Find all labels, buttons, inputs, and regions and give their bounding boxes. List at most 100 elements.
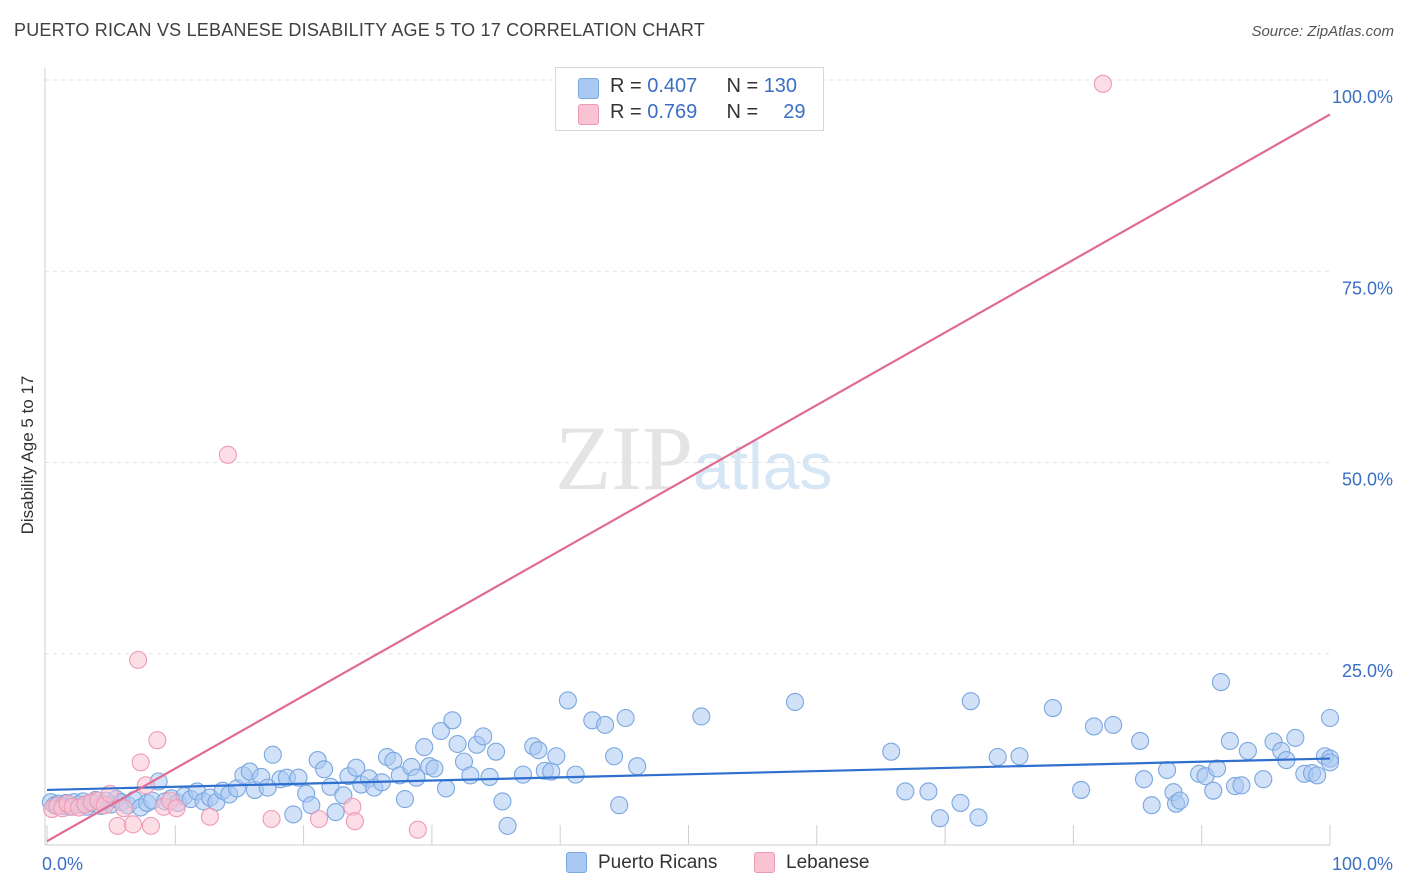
puerto-rican-point <box>961 692 980 711</box>
puerto-rican-point <box>425 759 444 778</box>
puerto-rican-point <box>610 796 629 815</box>
puerto-rican-point <box>1131 731 1150 751</box>
puerto-rican-point <box>486 742 506 761</box>
chart-title: PUERTO RICAN VS LEBANESE DISABILITY AGE … <box>14 20 705 40</box>
puerto-rican-point <box>431 721 450 741</box>
r-value: 0.769 <box>647 101 698 123</box>
stats-legend: R = 0.407 N = 130 R = 0.769 N = 29 <box>555 67 824 131</box>
lebanese-point <box>108 816 127 835</box>
lebanese-point <box>200 807 219 826</box>
tick-labels: 25.0% 50.0% 75.0% 100.0% 0.0% 100.0% <box>42 87 1393 874</box>
x-tick-label: 100.0% <box>1332 854 1393 874</box>
puerto-rican-point <box>1286 728 1305 747</box>
lebanese-point <box>167 799 186 818</box>
lebanese-point <box>262 809 281 829</box>
puerto-rican-point <box>558 691 577 710</box>
puerto-rican-point <box>347 758 366 777</box>
bottom-legend-label: Lebanese <box>786 852 870 873</box>
puerto-rican-point <box>1308 766 1327 785</box>
puerto-rican-point <box>988 747 1007 767</box>
lebanese-point <box>1093 74 1112 93</box>
puerto-rican-point <box>1320 708 1340 728</box>
puerto-rican-point <box>1320 753 1340 772</box>
puerto-rican-point <box>302 796 321 815</box>
lebanese-trend-line <box>46 113 1331 843</box>
r-label: R = <box>610 75 642 97</box>
puerto-rican-point <box>326 803 345 822</box>
puerto-rican-point <box>596 715 615 734</box>
puerto-rican-point <box>493 792 512 811</box>
puerto-rican-point <box>882 742 901 761</box>
puerto-rican-point <box>1220 731 1239 751</box>
puerto-rican-point <box>1010 747 1029 766</box>
x-tick-label: 0.0% <box>42 854 83 874</box>
puerto-rican-point <box>1104 715 1123 734</box>
puerto-rican-point <box>1170 791 1189 810</box>
puerto-rican-point <box>566 765 585 784</box>
lebanese-point <box>218 445 237 464</box>
puerto-rican-point <box>315 760 334 779</box>
puerto-rican-point <box>930 809 950 828</box>
lebanese-point <box>141 816 160 835</box>
puerto-rican-point <box>1043 699 1062 718</box>
puerto-rican-point <box>1134 770 1154 789</box>
puerto-rican-point <box>448 734 467 754</box>
puerto-rican-point <box>951 793 970 812</box>
bottom-legend-label: Puerto Ricans <box>598 852 718 873</box>
puerto-rican-point <box>415 738 434 757</box>
axes <box>44 68 1331 846</box>
bottom-legend-swatch-puerto-ricans <box>566 852 587 873</box>
trend-lines <box>46 113 1331 843</box>
puerto-rican-point <box>1204 781 1223 800</box>
n-value: 29 <box>783 101 806 123</box>
puerto-rican-point <box>919 782 938 801</box>
puerto-rican-point <box>395 790 415 809</box>
lebanese-point <box>148 731 167 750</box>
puerto-rican-trend-line <box>46 757 1331 792</box>
puerto-rican-point <box>1072 780 1091 799</box>
lebanese-point <box>129 650 148 669</box>
y-tick-label: 50.0% <box>1342 470 1393 490</box>
n-label: N = <box>726 75 759 97</box>
gridlines <box>45 79 1330 655</box>
puerto-rican-point <box>289 768 308 787</box>
watermark-zip: ZIP <box>555 407 693 509</box>
puerto-rican-point <box>1208 759 1227 778</box>
puerto-rican-point <box>1211 673 1230 692</box>
r-label: R = <box>610 101 642 123</box>
puerto-rican-point <box>785 692 805 711</box>
puerto-rican-point <box>616 708 635 728</box>
puerto-rican-point <box>474 727 493 746</box>
puerto-rican-point <box>1158 760 1177 780</box>
lebanese-point <box>345 812 364 831</box>
r-value: 0.407 <box>647 75 698 97</box>
puerto-rican-point <box>1142 796 1161 815</box>
puerto-rican-point <box>529 741 548 760</box>
y-tick-label: 75.0% <box>1342 278 1393 298</box>
puerto-rican-point <box>513 765 533 784</box>
legend-swatch-lebanese <box>578 104 599 125</box>
puerto-rican-point <box>1238 741 1257 760</box>
puerto-rican-point <box>480 767 499 786</box>
puerto-rican-point <box>547 747 566 766</box>
source-label: Source: ZipAtlas.com <box>1251 23 1394 40</box>
lebanese-point <box>309 809 329 829</box>
n-value: 130 <box>763 75 798 97</box>
y-tick-label: 100.0% <box>1332 87 1393 107</box>
lebanese-point <box>131 753 150 772</box>
bottom-legend-swatch-lebanese <box>754 852 775 873</box>
puerto-rican-point <box>461 766 480 785</box>
n-label: N = <box>726 101 759 123</box>
lebanese-point <box>408 820 427 839</box>
puerto-rican-point <box>692 707 711 726</box>
lebanese-point <box>123 815 143 834</box>
puerto-rican-point <box>896 782 915 801</box>
watermark-atlas: atlas <box>693 429 833 503</box>
puerto-rican-point <box>969 808 988 827</box>
puerto-rican-point <box>498 816 517 835</box>
puerto-rican-point <box>436 779 456 798</box>
legend-text: R = 0.769 N = 29 <box>610 101 806 124</box>
puerto-rican-point <box>628 757 647 776</box>
watermark: ZIPatlas <box>555 405 832 511</box>
